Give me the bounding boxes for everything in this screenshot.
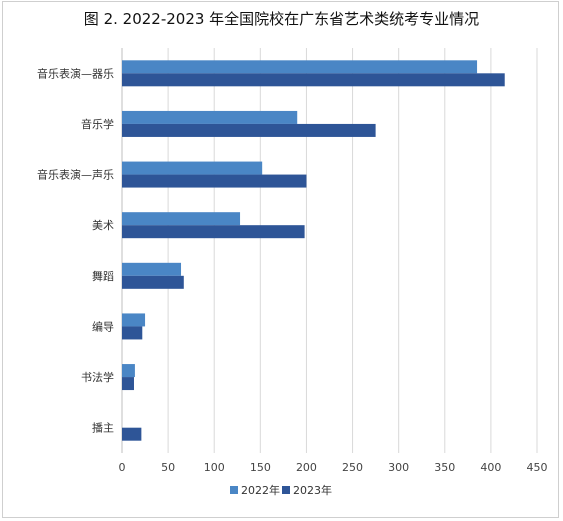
x-tick-label: 300 — [388, 461, 409, 474]
x-tick-label: 50 — [161, 461, 175, 474]
x-tick-label: 0 — [119, 461, 126, 474]
bar-2022 — [122, 313, 146, 327]
x-tick-label: 200 — [296, 461, 317, 474]
bar-2022 — [122, 161, 263, 175]
legend-swatch — [282, 486, 290, 494]
chart-title: 图 2. 2022-2023 年全国院校在广东省艺术类统考专业情况 — [83, 10, 480, 28]
bar-2022 — [122, 110, 298, 124]
legend-label: 2022年 — [241, 483, 280, 497]
bar-2023 — [122, 174, 307, 188]
x-tick-label: 100 — [204, 461, 225, 474]
bar-2023 — [122, 73, 505, 87]
bar-2022 — [122, 212, 241, 226]
category-label: 书法学 — [81, 370, 114, 384]
bar-2023 — [122, 326, 143, 340]
category-label: 编导 — [92, 319, 114, 333]
bar-2023 — [122, 377, 134, 391]
x-tick-label: 150 — [250, 461, 271, 474]
category-label: 美术 — [92, 219, 114, 232]
bar-2022 — [122, 262, 182, 276]
bar-2023 — [122, 427, 142, 441]
bar-2023 — [122, 123, 376, 137]
category-label: 播主 — [92, 421, 114, 435]
legend-swatch — [230, 486, 238, 494]
category-label: 音乐表演—声乐 — [37, 168, 114, 182]
x-tick-label: 400 — [480, 461, 501, 474]
bar-2023 — [122, 275, 184, 289]
x-tick-label: 250 — [342, 461, 363, 474]
category-label: 舞蹈 — [92, 270, 114, 283]
legend-label: 2023年 — [293, 483, 332, 497]
category-label: 音乐学 — [81, 117, 114, 131]
bar-2022 — [122, 364, 135, 378]
bar-2022 — [122, 60, 478, 74]
x-tick-label: 350 — [434, 461, 455, 474]
category-label: 音乐表演—器乐 — [37, 66, 114, 80]
x-tick-label: 450 — [527, 461, 548, 474]
bar-2023 — [122, 225, 305, 239]
